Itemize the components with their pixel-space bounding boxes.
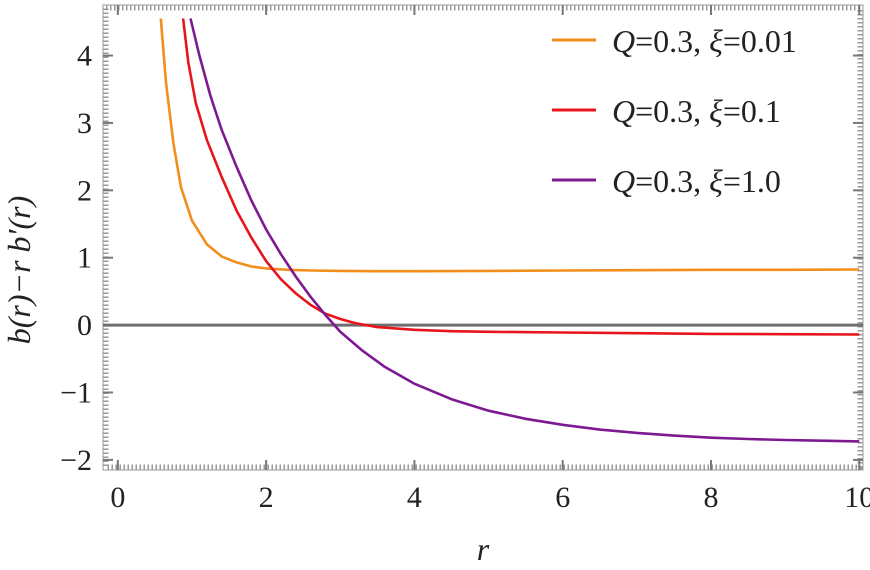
x-tick-label: 8	[704, 481, 719, 514]
y-axis-title: b(r)−r b′(r)	[1, 196, 37, 345]
y-tick-label: 4	[77, 40, 92, 73]
y-tick-label: 3	[77, 107, 92, 140]
y-tick-labels: −2 −1 0 1 2 3 4	[60, 40, 92, 477]
series-lines	[159, 18, 860, 443]
y-tick-label: 2	[77, 174, 92, 207]
svg-text:Q=0.3, ξ=0.01: Q=0.3, ξ=0.01	[612, 23, 797, 59]
x-tick-labels: 0 2 4 6 8 10	[110, 481, 870, 514]
legend-xi-value: =0.1	[723, 93, 781, 129]
frame-minor-ticks	[103, 5, 863, 470]
y-tick-label: −1	[60, 377, 92, 410]
legend-q-label: Q	[612, 23, 635, 59]
legend: Q=0.3, ξ=0.01 Q=0.3, ξ=0.1 Q=0.3, ξ=1.0	[552, 23, 797, 199]
svg-text:Q=0.3, ξ=1.0: Q=0.3, ξ=1.0	[612, 163, 781, 199]
legend-xi-label: ξ	[709, 93, 723, 129]
y-tick-label: 1	[77, 242, 92, 275]
x-axis-title: r	[477, 531, 490, 567]
legend-xi-value: =0.01	[723, 23, 797, 59]
frame-border	[102, 4, 864, 471]
legend-xi-label: ξ	[709, 23, 723, 59]
legend-xi-label: ξ	[709, 163, 723, 199]
x-tick-label: 6	[555, 481, 570, 514]
series-line-3	[189, 18, 860, 443]
legend-item: Q=0.3, ξ=0.01	[552, 23, 797, 59]
legend-item: Q=0.3, ξ=0.1	[552, 93, 781, 129]
legend-q-label: Q	[612, 93, 635, 129]
legend-item: Q=0.3, ξ=1.0	[552, 163, 781, 199]
legend-q-value: =0.3,	[635, 23, 709, 59]
y-tick-label: 0	[77, 309, 92, 342]
series-line-1	[159, 18, 860, 273]
legend-xi-value: =1.0	[723, 163, 781, 199]
x-tick-label: 0	[110, 481, 125, 514]
x-tick-label: 4	[407, 481, 422, 514]
plot-frame	[102, 4, 864, 471]
legend-q-value: =0.3,	[635, 93, 709, 129]
legend-q-value: =0.3,	[635, 163, 709, 199]
svg-text:Q=0.3, ξ=0.1: Q=0.3, ξ=0.1	[612, 93, 781, 129]
x-tick-label: 2	[259, 481, 274, 514]
legend-q-label: Q	[612, 163, 635, 199]
x-tick-label: 10	[844, 481, 870, 514]
y-tick-label: −2	[60, 444, 92, 477]
